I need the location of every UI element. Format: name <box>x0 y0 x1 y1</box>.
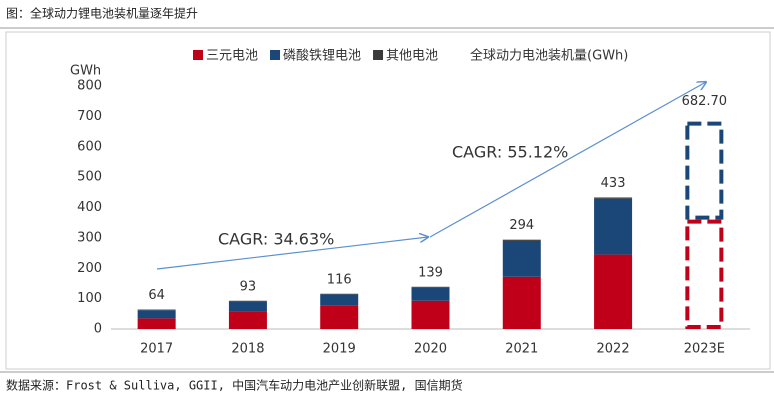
total-label: 682.70 <box>682 94 728 109</box>
bar-segment <box>502 239 541 241</box>
bar-segment <box>137 318 176 329</box>
total-label: 294 <box>509 218 534 233</box>
bar-segment-projected <box>685 121 724 220</box>
x-tick-label: 2021 <box>505 342 538 357</box>
legend-swatch <box>373 50 384 60</box>
y-tick-label: 300 <box>77 230 102 245</box>
y-tick-label: 200 <box>77 261 102 276</box>
legend-swatch <box>270 50 281 60</box>
x-tick-label: 2018 <box>231 342 264 357</box>
bar-segment <box>228 300 267 302</box>
legend-label: 三元电池 <box>206 49 258 64</box>
y-tick-label: 100 <box>77 291 102 306</box>
y-tick-label: 700 <box>77 109 102 124</box>
bar-segment <box>594 198 633 255</box>
bar-segment-projected <box>685 219 724 329</box>
x-tick-label: 2023E <box>684 342 725 357</box>
bar-segment <box>502 276 541 329</box>
legend-label: 全球动力电池装机量(GWh) <box>470 48 628 64</box>
total-label: 139 <box>418 265 443 280</box>
y-tick-label: 0 <box>94 322 102 337</box>
legend-label: 磷酸铁锂电池 <box>283 49 361 64</box>
bar-segment <box>320 294 359 306</box>
y-tick-label: 600 <box>77 139 102 154</box>
legend-swatch <box>193 50 203 60</box>
bar-segment <box>320 305 359 329</box>
bar-segment <box>137 310 176 319</box>
bar-segment <box>411 286 450 288</box>
figure-title: 图：全球动力锂电池装机量逐年提升 <box>6 6 198 21</box>
annotation: CAGR: 55.12% <box>452 143 568 162</box>
total-label: 433 <box>601 176 626 191</box>
bar-segment <box>320 293 359 295</box>
y-unit: GWh <box>70 64 101 79</box>
bar-segment <box>411 300 450 329</box>
x-tick-label: 2019 <box>323 342 356 357</box>
bar-segment <box>502 240 541 277</box>
bar-segment <box>594 197 633 199</box>
total-label: 64 <box>148 288 165 303</box>
x-tick-label: 2022 <box>597 342 630 357</box>
source: 数据来源：Frost & Sulliva, GGII, 中国汽车动力电池产业创新… <box>6 378 463 393</box>
bar-segment <box>411 287 450 301</box>
y-tick-label: 400 <box>77 200 102 215</box>
total-label: 93 <box>240 279 257 294</box>
total-label: 116 <box>327 272 352 287</box>
y-tick-label: 800 <box>77 79 102 94</box>
bar-segment <box>594 254 633 329</box>
y-tick-label: 500 <box>77 170 102 185</box>
bar-segment <box>228 301 267 312</box>
bar-segment <box>137 309 176 311</box>
bar-segment <box>228 311 267 329</box>
x-tick-label: 2020 <box>414 342 447 357</box>
legend-label: 其他电池 <box>386 49 438 64</box>
x-tick-label: 2017 <box>140 342 173 357</box>
cagr-arrow <box>429 82 706 238</box>
annotation: CAGR: 34.63% <box>218 230 334 249</box>
cagr-arrow <box>156 237 428 270</box>
chart-frame <box>5 31 771 370</box>
